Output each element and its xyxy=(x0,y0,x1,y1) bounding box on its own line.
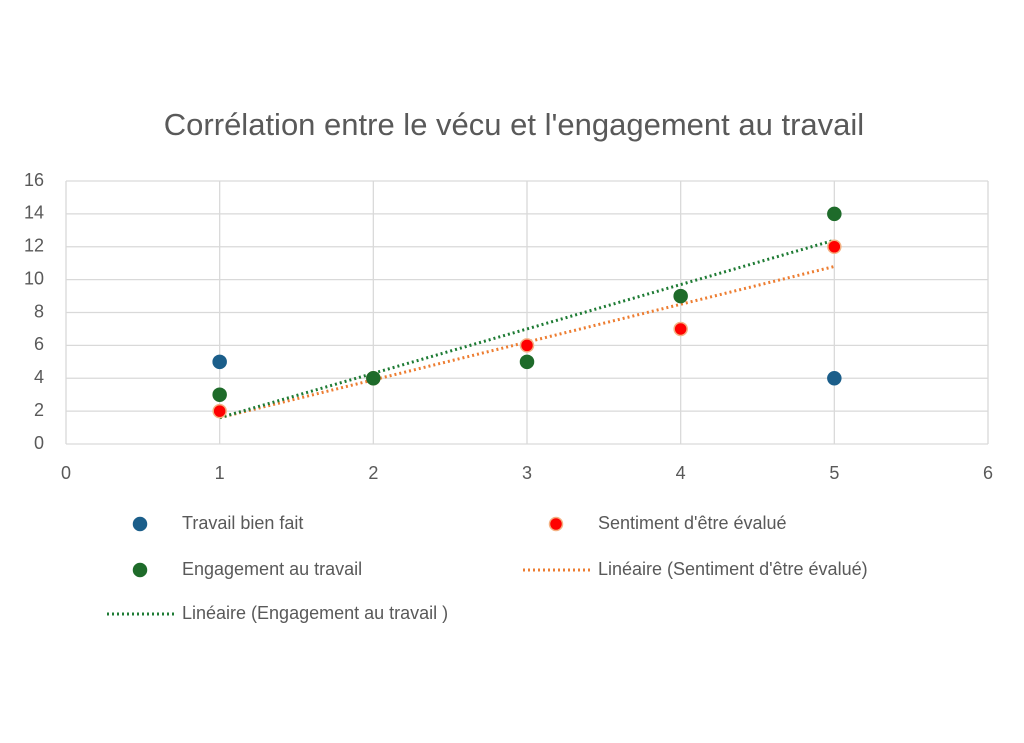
chart-title: Corrélation entre le vécu et l'engagemen… xyxy=(164,107,864,142)
point xyxy=(673,288,688,304)
x-tick-label: 6 xyxy=(983,463,993,483)
y-tick-label: 8 xyxy=(34,301,44,321)
x-tick-label: 2 xyxy=(368,463,378,483)
trendline xyxy=(219,238,835,420)
y-tick-label: 14 xyxy=(24,203,44,223)
point xyxy=(212,403,227,419)
x-tick-label: 5 xyxy=(829,463,839,483)
point xyxy=(519,354,535,370)
legend-label: Linéaire (Sentiment d'être évalué) xyxy=(598,559,868,579)
y-tick-label: 2 xyxy=(34,400,44,420)
point xyxy=(212,387,227,402)
y-tick-label: 10 xyxy=(24,268,44,288)
point xyxy=(827,371,842,386)
y-tick-label: 6 xyxy=(34,334,44,354)
point xyxy=(366,371,381,386)
y-tick-label: 12 xyxy=(24,236,44,256)
point xyxy=(212,354,227,370)
x-tick-label: 4 xyxy=(676,463,686,483)
legend-label: Sentiment d'être évalué xyxy=(598,513,787,533)
legend-marker xyxy=(132,562,148,578)
x-tick-label: 3 xyxy=(522,463,532,483)
legend-label: Travail bien fait xyxy=(182,513,303,533)
y-tick-label: 4 xyxy=(34,367,44,387)
legend-label: Engagement au travail xyxy=(182,559,362,579)
x-tick-label: 0 xyxy=(61,463,71,483)
legend-label: Linéaire (Engagement au travail ) xyxy=(182,603,448,623)
point xyxy=(519,338,535,353)
legend-marker xyxy=(548,516,564,532)
point xyxy=(673,321,688,337)
point xyxy=(827,206,842,222)
point xyxy=(827,239,842,254)
y-tick-label: 0 xyxy=(34,433,44,453)
legend-marker xyxy=(132,516,148,532)
x-tick-label: 1 xyxy=(215,463,225,483)
y-tick-label: 16 xyxy=(24,170,44,190)
